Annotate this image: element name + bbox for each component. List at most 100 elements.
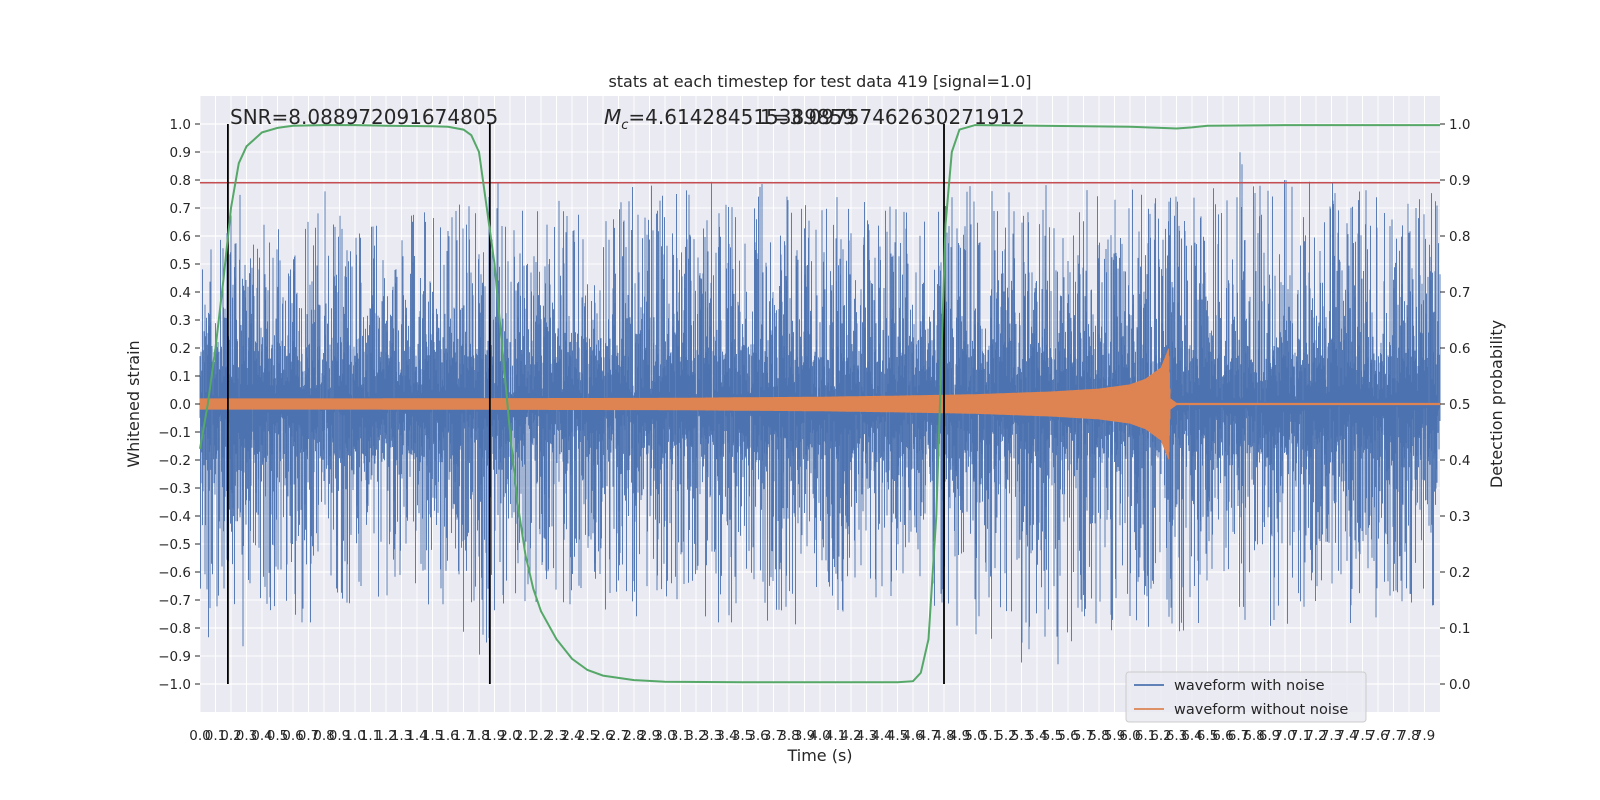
x-tick-label: 3.8 [778, 728, 799, 744]
y2-tick-label: 0.8 [1449, 229, 1470, 245]
y-tick-label: 0.4 [170, 285, 191, 301]
x-tick-label: 5.0 [964, 728, 985, 744]
x-tick-label: 1.7 [453, 728, 474, 744]
y-tick-label: 1.0 [170, 117, 191, 133]
y2-tick-label: 0.1 [1449, 621, 1470, 637]
x-tick-label: 2.8 [623, 728, 644, 744]
overlapping-annotation: 1=3.09757462630271912 [760, 105, 1025, 129]
y-tick-label: −0.3 [158, 481, 191, 497]
y-tick-label: 0.5 [170, 257, 191, 273]
y-tick-label: 0.8 [170, 173, 191, 189]
x-tick-label: 5.2 [995, 728, 1016, 744]
y-tick-label: −0.2 [158, 453, 191, 469]
x-tick-label: 1.0 [344, 728, 365, 744]
x-tick-label: 0.1 [205, 728, 226, 744]
y-tick-label: 0.2 [170, 341, 191, 357]
x-tick-label: 5.5 [1042, 728, 1063, 744]
x-tick-label: 5.4 [1026, 728, 1047, 744]
y-tick-label: 0.7 [170, 201, 191, 217]
x-tick-label: 4.5 [887, 728, 908, 744]
x-tick-label: 7.5 [1352, 728, 1373, 744]
x-tick-label: 4.8 [933, 728, 954, 744]
x-tick-label: 1.8 [468, 728, 489, 744]
x-tick-label: 5.7 [1073, 728, 1094, 744]
x-tick-label: 6.9 [1259, 728, 1280, 744]
x-tick-label: 6.1 [1135, 728, 1156, 744]
legend-box [1125, 671, 1367, 723]
chirp-mass-subscript: c [621, 118, 628, 133]
y2-tick-label: 0.5 [1449, 397, 1470, 413]
x-tick-label: 2.0 [499, 728, 520, 744]
y-tick-label: 0.9 [170, 145, 191, 161]
x-tick-label: 1.3 [391, 728, 412, 744]
x-tick-label: 1.6 [437, 728, 458, 744]
x-tick-label: 3.5 [732, 728, 753, 744]
y2-tick-label: 0.9 [1449, 173, 1470, 189]
x-tick-label: 5.9 [1104, 728, 1125, 744]
probability-line [199, 124, 1440, 684]
x-tick-label: 6.5 [1197, 728, 1218, 744]
x-tick-label: 3.7 [763, 728, 784, 744]
x-tick-label: 4.1 [825, 728, 846, 744]
x-axis-label: Time (s) [786, 746, 852, 765]
x-tick-label: 1.4 [406, 728, 427, 744]
x-tick-label: 3.2 [685, 728, 706, 744]
y-tick-labels: 1.0 0.9 0.8 0.7 0.6 0.5 0.4 0.3 0.2 0.1 0.0 −0.1 −0.… [158, 117, 200, 693]
x-tick-label: 5.3 [1011, 728, 1032, 744]
chirp-mass-annotation: Mc=4.614284515389859 [604, 105, 855, 133]
x-tick-label: 4.2 [840, 728, 861, 744]
y2-tick-label: 0.0 [1449, 677, 1470, 693]
x-tick-label: 4.9 [949, 728, 970, 744]
x-tick-label: 3.4 [716, 728, 737, 744]
x-tick-label: 0.0 [189, 728, 210, 744]
x-tick-label: 6.6 [1212, 728, 1233, 744]
y-tick-label: −0.9 [158, 649, 191, 665]
y-axis-label: Whitened strain [124, 340, 143, 467]
y2-tick-label: 0.7 [1449, 285, 1470, 301]
x-tick-label: 6.8 [1243, 728, 1264, 744]
legend-label-noise: waveform with noise [1174, 678, 1325, 694]
x-tick-label: 6.7 [1228, 728, 1249, 744]
y2-tick-labels: 1.0 0.9 0.8 0.7 0.6 0.5 0.4 0.3 0.2 0.1 0.0 [1440, 117, 1470, 693]
x-tick-label: 2.9 [639, 728, 660, 744]
x-tick-label: 2.2 [530, 728, 551, 744]
chirp-mass-symbol: M [604, 105, 621, 129]
x-tick-label: 6.0 [1119, 728, 1140, 744]
detection-probability [199, 124, 1440, 684]
x-tick-label: 0.3 [236, 728, 257, 744]
y-tick-label: −1.0 [158, 677, 191, 693]
x-tick-label: 2.6 [592, 728, 613, 744]
y-tick-label: −0.5 [158, 537, 191, 553]
x-tick-label: 1.1 [360, 728, 381, 744]
x-tick-label: 7.8 [1398, 728, 1419, 744]
x-tick-label: 4.7 [918, 728, 939, 744]
x-tick-label: 7.7 [1383, 728, 1404, 744]
x-tick-label: 3.0 [654, 728, 675, 744]
chirp-mass-value: =4.614284515389859 [628, 105, 855, 129]
x-tick-label: 0.9 [329, 728, 350, 744]
x-tick-label: 5.6 [1057, 728, 1078, 744]
x-tick-label: 5.8 [1088, 728, 1109, 744]
x-tick-label: 2.3 [546, 728, 567, 744]
x-tick-label: 6.4 [1181, 728, 1202, 744]
x-tick-label: 3.3 [701, 728, 722, 744]
y2-tick-label: 0.4 [1449, 453, 1470, 469]
x-tick-label: 0.8 [313, 728, 334, 744]
y2-axis-label: Detection probability [1487, 320, 1506, 488]
y-tick-label: −0.8 [158, 621, 191, 637]
reference-lines [200, 124, 1440, 684]
x-tick-label: 7.4 [1336, 728, 1357, 744]
legend-label-clean: waveform without noise [1174, 702, 1348, 718]
x-tick-label: 3.6 [747, 728, 768, 744]
x-tick-label: 6.2 [1150, 728, 1171, 744]
x-tick-label: 4.6 [902, 728, 923, 744]
x-tick-label: 7.1 [1290, 728, 1311, 744]
y-tick-label: 0.6 [170, 229, 191, 245]
x-tick-label: 7.3 [1321, 728, 1342, 744]
legend: waveform with noise waveform without noi… [1125, 671, 1367, 723]
x-tick-label: 4.4 [871, 728, 892, 744]
y-tick-label: −0.4 [158, 509, 191, 525]
y-tick-label: 0.0 [170, 397, 191, 413]
x-tick-label: 4.3 [856, 728, 877, 744]
